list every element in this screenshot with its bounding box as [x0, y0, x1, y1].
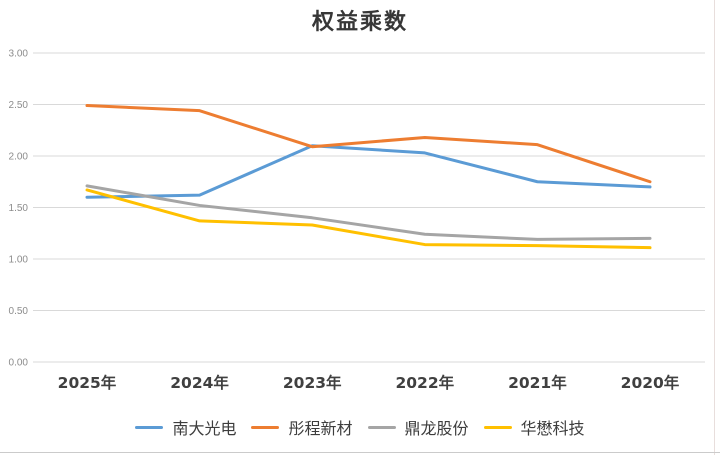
- series-line-1: [85, 104, 652, 184]
- series-line-2: [85, 184, 652, 241]
- page-bottom-border: [0, 452, 720, 453]
- y-axis-labels: 3.00 2.50 2.00 1.50 1.00 0.50 0.00: [9, 49, 29, 369]
- x-tick-label: 2024年: [170, 373, 229, 392]
- y-tick-label: 2.00: [9, 152, 29, 163]
- x-tick-label: 2022年: [395, 373, 454, 392]
- x-axis-labels: 2025年 2024年 2023年 2022年 2021年 2020年: [58, 373, 680, 392]
- legend-label: 鼎龙股份: [404, 419, 469, 438]
- legend-item-0: 南大光电: [135, 415, 236, 439]
- y-tick-label: 0.00: [9, 358, 29, 369]
- legend-swatch-icon: [483, 425, 512, 429]
- legend-label: 彤程新材: [288, 419, 353, 438]
- y-tick-label: 2.50: [9, 100, 29, 111]
- legend-item-2: 鼎龙股份: [367, 415, 469, 439]
- series-line-0: [85, 144, 652, 199]
- legend-item-3: 华懋科技: [483, 415, 585, 439]
- legend-swatch-icon: [135, 425, 164, 429]
- chart-legend: 南大光电 彤程新材 鼎龙股份 华懋科技: [0, 413, 720, 441]
- x-tick-label: 2020年: [621, 373, 680, 392]
- y-tick-label: 1.50: [9, 203, 29, 214]
- series-line-3: [85, 188, 652, 250]
- legend-swatch-icon: [367, 425, 396, 429]
- legend-label: 南大光电: [172, 419, 237, 438]
- gridlines: [33, 52, 705, 363]
- x-tick-label: 2025年: [58, 373, 117, 392]
- legend-label: 华懋科技: [520, 419, 585, 438]
- legend-item-1: 彤程新材: [251, 415, 353, 439]
- legend-swatch-icon: [251, 425, 280, 429]
- y-tick-label: 0.50: [9, 306, 29, 317]
- chart-title: 权益乘数: [311, 9, 408, 35]
- x-tick-label: 2023年: [283, 373, 342, 392]
- y-tick-label: 1.00: [9, 255, 29, 266]
- page-right-border: [714, 0, 715, 455]
- y-tick-label: 3.00: [9, 49, 29, 60]
- x-tick-label: 2021年: [508, 373, 567, 392]
